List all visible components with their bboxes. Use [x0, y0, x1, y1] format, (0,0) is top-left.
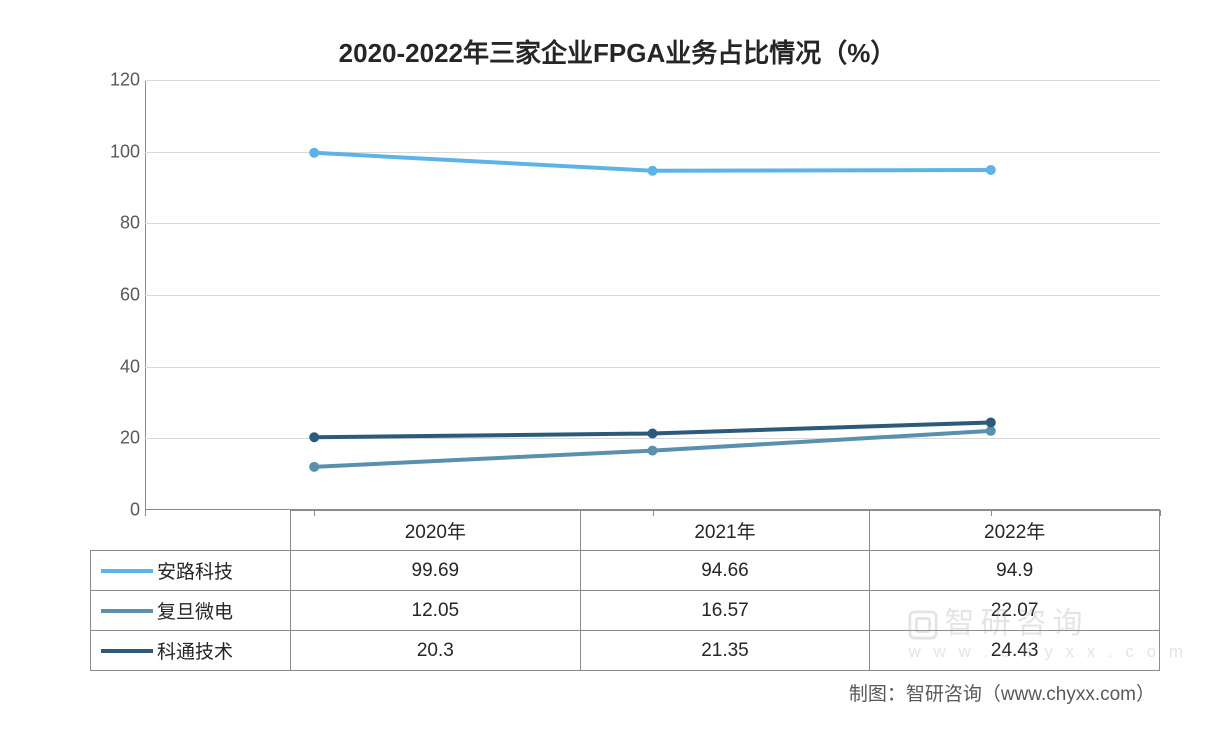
series-marker — [648, 446, 658, 456]
series-marker — [648, 166, 658, 176]
y-tick-label: 20 — [90, 428, 140, 449]
legend-label: 复旦微电 — [157, 602, 233, 623]
table-value-cell: 99.69 — [291, 551, 581, 591]
watermark-logo-icon — [908, 610, 938, 640]
y-tick-label: 80 — [90, 213, 140, 234]
legend-cell: 安路科技 — [91, 551, 291, 591]
y-tick-label: 0 — [90, 500, 140, 521]
plot-area: 020406080100120 — [145, 80, 1160, 510]
legend-cell: 复旦微电 — [91, 591, 291, 631]
series-marker — [309, 462, 319, 472]
x-tick-line — [145, 510, 146, 516]
x-tick-line — [653, 510, 654, 516]
series-marker — [986, 417, 996, 427]
series-marker — [309, 148, 319, 158]
table-value-cell: 12.05 — [291, 591, 581, 631]
y-axis: 020406080100120 — [90, 80, 140, 510]
x-tick-line — [314, 510, 315, 516]
y-tick-label: 100 — [90, 141, 140, 162]
table-category-header: 2020年 — [291, 511, 581, 551]
x-tick-line — [991, 510, 992, 516]
table-row: 安路科技 99.6994.6694.9 — [91, 551, 1160, 591]
series-marker — [986, 165, 996, 175]
y-tick-label: 60 — [90, 285, 140, 306]
credit-text: 制图：智研咨询（www.chyxx.com） — [55, 671, 1180, 706]
series-marker — [648, 428, 658, 438]
legend-label: 安路科技 — [157, 562, 233, 583]
table-value-cell: 94.9 — [870, 551, 1160, 591]
legend-label: 科通技术 — [157, 642, 233, 663]
chart-title: 2020-2022年三家企业FPGA业务占比情况（%） — [55, 15, 1180, 80]
table-header-row: 2020年2021年2022年 — [91, 511, 1160, 551]
y-tick-label: 120 — [90, 70, 140, 91]
table-value-cell: 16.57 — [580, 591, 870, 631]
table-value-cell: 94.66 — [580, 551, 870, 591]
series-marker — [309, 432, 319, 442]
watermark: 智研咨询 w w w . c h y x x . c o m — [908, 598, 1187, 662]
x-tick-line — [1160, 510, 1161, 516]
watermark-line2: w w w . c h y x x . c o m — [908, 642, 1187, 662]
legend-swatch — [101, 609, 153, 613]
y-tick-label: 40 — [90, 356, 140, 377]
table-value-cell: 21.35 — [580, 631, 870, 671]
legend-swatch — [101, 569, 153, 573]
table-category-header: 2021年 — [580, 511, 870, 551]
legend-swatch — [101, 649, 153, 653]
watermark-line1: 智研咨询 — [944, 607, 1088, 640]
table-value-cell: 20.3 — [291, 631, 581, 671]
chart-lines — [145, 80, 1160, 510]
table-category-header: 2022年 — [870, 511, 1160, 551]
legend-cell: 科通技术 — [91, 631, 291, 671]
